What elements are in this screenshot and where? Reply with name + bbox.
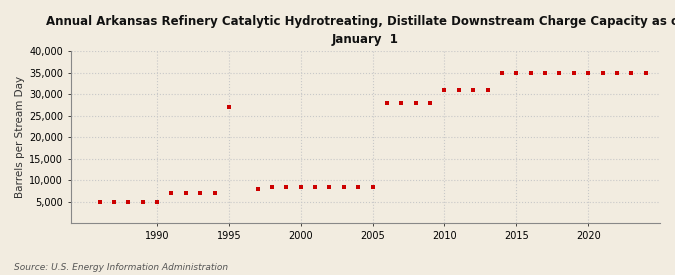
- Y-axis label: Barrels per Stream Day: Barrels per Stream Day: [15, 76, 25, 198]
- Text: Source: U.S. Energy Information Administration: Source: U.S. Energy Information Administ…: [14, 263, 227, 272]
- Title: Annual Arkansas Refinery Catalytic Hydrotreating, Distillate Downstream Charge C: Annual Arkansas Refinery Catalytic Hydro…: [47, 15, 675, 46]
